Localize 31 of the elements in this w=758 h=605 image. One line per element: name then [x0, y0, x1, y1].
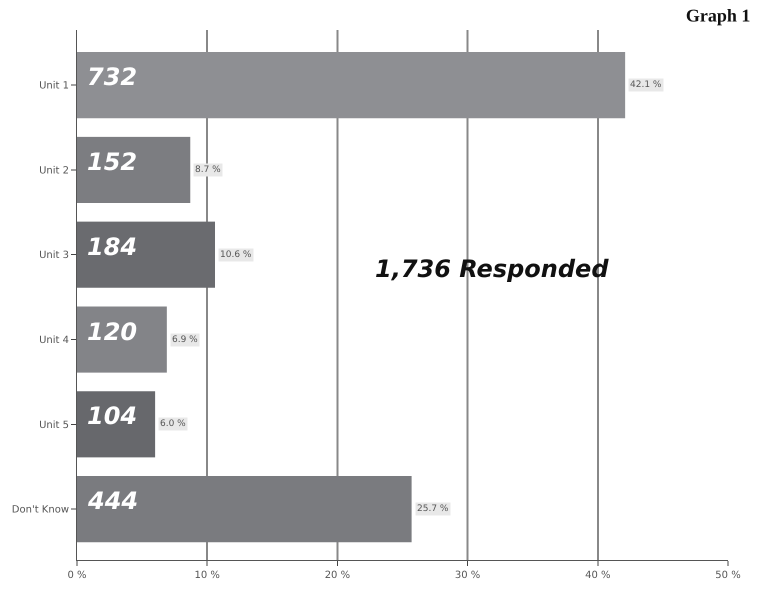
y-tick-label: Unit 3 [39, 250, 69, 262]
data-label: 25.7 % [417, 504, 449, 514]
bar [77, 391, 156, 458]
x-tick-label: 40 % [585, 570, 611, 581]
y-tick-label: Unit 4 [39, 335, 69, 346]
bar [77, 476, 412, 542]
annotation: 104 [87, 402, 138, 430]
bar [77, 222, 216, 288]
x-tick-label: 0 % [67, 570, 87, 581]
x-tick-label: 20 % [324, 570, 350, 581]
x-tick-label: 10 % [194, 570, 220, 581]
bar [77, 136, 190, 203]
x-tick-label: 50 % [715, 570, 741, 581]
data-label: 42.1 % [630, 80, 662, 90]
chart-title: Graph 1 [686, 6, 750, 26]
annotation: 444 [87, 487, 138, 515]
annotation: 732 [87, 63, 138, 91]
y-tick-label: Don't Know [12, 504, 69, 516]
annotation: 184 [87, 233, 138, 261]
data-label: 6.0 % [160, 419, 186, 429]
y-tick-label: Unit 2 [39, 165, 69, 176]
annotation: 1,736 Responded [375, 255, 610, 283]
data-label: 8.7 % [195, 165, 222, 175]
y-tick-label: Unit 1 [39, 80, 69, 92]
bar [77, 306, 167, 373]
x-tick-label: 30 % [454, 570, 480, 581]
annotation: 120 [87, 318, 138, 346]
data-label: 6.9 % [172, 335, 198, 345]
y-tick-label: Unit 5 [39, 420, 69, 431]
data-label: 10.6 % [220, 250, 252, 260]
annotation: 152 [87, 148, 138, 176]
